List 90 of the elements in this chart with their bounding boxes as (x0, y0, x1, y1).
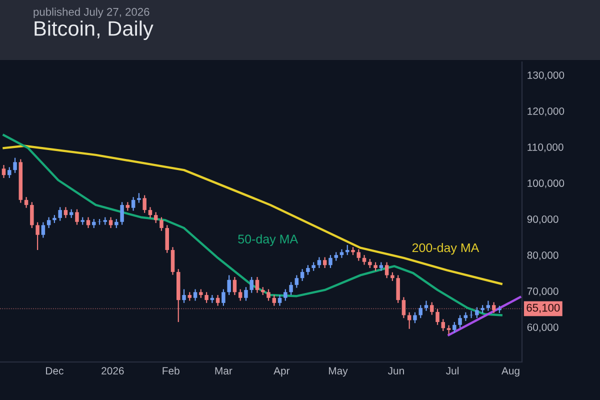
candlestick (170, 246, 175, 276)
candlestick (46, 216, 51, 229)
candlestick (446, 324, 451, 335)
candlestick (154, 212, 158, 224)
candlestick (250, 276, 254, 294)
candlestick (266, 288, 270, 302)
candlestick (204, 292, 208, 304)
candlestick (407, 312, 412, 330)
candlestick (8, 166, 12, 179)
y-tick-label: 80,000 (527, 252, 558, 260)
candlestick (345, 244, 350, 256)
candlestick (418, 304, 422, 319)
ref-line-label: 65,100 (526, 304, 560, 313)
candlestick (92, 218, 96, 229)
candlestick (486, 300, 490, 312)
candlestick (317, 256, 322, 269)
candlestick (41, 222, 46, 238)
candlestick (58, 206, 62, 222)
candlestick (441, 318, 446, 332)
y-tick-label: 120,000 (528, 107, 564, 116)
candlestick (64, 206, 68, 218)
candlestick (413, 312, 417, 324)
candlestick (452, 321, 456, 334)
candlestick (244, 286, 248, 302)
candlestick (36, 222, 40, 251)
candlestick (300, 268, 304, 282)
y-tick-label: 100,000 (528, 180, 564, 188)
y-tick-label: 60,000 (527, 324, 558, 332)
chart-title: Bitcoin, Daily (34, 20, 154, 40)
candlestick (402, 296, 406, 319)
candlestick (278, 294, 282, 306)
candlestick (24, 196, 28, 208)
y-tick-label: 90,000 (527, 216, 558, 224)
candlestick (362, 254, 366, 266)
candlestick (238, 288, 242, 302)
candlestick (384, 262, 389, 279)
candlestick (424, 300, 428, 312)
candlestick (160, 216, 164, 232)
candlestick (232, 276, 237, 296)
candlestick (294, 274, 299, 288)
candlestick (75, 208, 79, 226)
candlestick (284, 288, 288, 302)
x-tick-label: 2026 (102, 367, 124, 375)
candlestick (289, 281, 293, 296)
candlestick (120, 202, 124, 226)
y-tick-label: 130,000 (528, 71, 564, 80)
candlestick (306, 264, 310, 276)
x-tick-label: Feb (162, 366, 180, 375)
candlestick (328, 254, 332, 269)
candlestick (356, 248, 361, 262)
candlestick (148, 206, 152, 218)
candlestick (131, 196, 136, 212)
x-tick-label: Jul (446, 366, 458, 375)
candlestick (142, 194, 146, 214)
candlestick (227, 274, 231, 296)
candlestick (137, 192, 141, 204)
candlestick (30, 202, 34, 229)
x-tick-label: Mar (215, 367, 232, 375)
candlestick (182, 288, 186, 304)
candlestick (86, 216, 90, 229)
candlestick (396, 274, 400, 304)
candlestick (430, 302, 434, 316)
candlestick (114, 218, 118, 229)
candlestick (216, 294, 220, 306)
candlestick (2, 164, 6, 179)
candlestick (492, 302, 496, 314)
y-tick-label: 110,000 (528, 143, 564, 152)
x-tick-label: Dec (46, 367, 64, 375)
candlestick (165, 224, 169, 254)
series-label: 50-day MA (238, 234, 298, 246)
chart-subtitle: published July 27, 2026 (34, 8, 150, 18)
x-tick-label: Apr (274, 367, 290, 377)
candlestick (222, 288, 226, 306)
line-series (2, 134, 502, 316)
candlestick (193, 288, 198, 302)
candlestick (13, 157, 17, 174)
series-label: 200-day MA (412, 243, 480, 255)
y-tick-label: 70,000 (527, 288, 558, 296)
candlestick (108, 216, 113, 229)
candlestick (436, 308, 440, 326)
x-tick-label: Aug (501, 367, 520, 377)
candlestick (458, 314, 462, 328)
candlestick (255, 276, 260, 294)
candlestick (475, 306, 479, 319)
candlestick (322, 256, 327, 269)
candlestick (272, 294, 276, 306)
x-tick-label: May (329, 367, 348, 377)
candlestick (368, 258, 372, 269)
x-tick-label: Jun (388, 367, 404, 375)
line-series (2, 144, 502, 285)
